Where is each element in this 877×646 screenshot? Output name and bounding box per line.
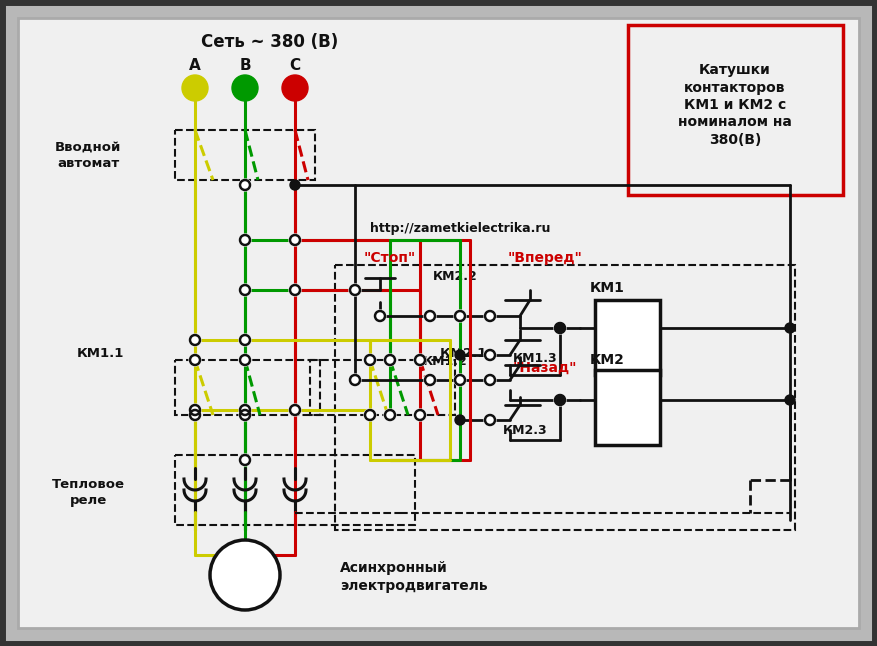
Circle shape — [785, 323, 795, 333]
Circle shape — [290, 180, 300, 190]
Circle shape — [484, 349, 496, 361]
Circle shape — [239, 409, 251, 421]
Text: Тепловое
реле: Тепловое реле — [52, 477, 125, 506]
Circle shape — [554, 394, 566, 406]
FancyBboxPatch shape — [595, 300, 660, 375]
Circle shape — [414, 354, 426, 366]
Circle shape — [239, 234, 251, 246]
Circle shape — [484, 374, 496, 386]
Circle shape — [289, 234, 301, 246]
Text: Сеть ~ 380 (В): Сеть ~ 380 (В) — [202, 33, 339, 51]
Circle shape — [182, 75, 208, 101]
Text: http://zametkielectrika.ru: http://zametkielectrika.ru — [370, 222, 550, 234]
Circle shape — [189, 334, 201, 346]
Circle shape — [239, 334, 251, 346]
FancyBboxPatch shape — [628, 25, 843, 195]
Text: M: M — [236, 568, 254, 586]
Circle shape — [189, 404, 201, 416]
Text: КМ2: КМ2 — [590, 353, 625, 367]
Circle shape — [364, 354, 376, 366]
Circle shape — [289, 284, 301, 296]
Circle shape — [555, 323, 565, 333]
Circle shape — [414, 409, 426, 421]
Text: Катушки
контакторов
КМ1 и КМ2 с
номиналом на
380(В): Катушки контакторов КМ1 и КМ2 с номинало… — [678, 63, 792, 147]
Text: C: C — [289, 57, 301, 72]
Text: КМ1.2: КМ1.2 — [423, 355, 467, 368]
Circle shape — [364, 409, 376, 421]
Text: B: B — [239, 57, 251, 72]
Circle shape — [374, 310, 386, 322]
Circle shape — [484, 414, 496, 426]
Circle shape — [232, 75, 258, 101]
Text: Асинхронный
электродвигатель: Асинхронный электродвигатель — [340, 561, 488, 592]
Text: Вводной
автомат: Вводной автомат — [55, 140, 121, 169]
Text: КМ2.3: КМ2.3 — [503, 424, 547, 437]
Circle shape — [455, 350, 465, 360]
Circle shape — [484, 310, 496, 322]
Circle shape — [239, 454, 251, 466]
Circle shape — [384, 354, 396, 366]
Text: "Стоп": "Стоп" — [364, 251, 416, 265]
Circle shape — [350, 375, 360, 385]
Text: "Вперед": "Вперед" — [508, 251, 582, 265]
FancyBboxPatch shape — [18, 18, 859, 628]
Circle shape — [785, 395, 795, 405]
Circle shape — [424, 310, 436, 322]
Circle shape — [239, 404, 251, 416]
Circle shape — [455, 415, 465, 425]
Circle shape — [555, 395, 565, 405]
Circle shape — [384, 409, 396, 421]
Circle shape — [454, 310, 466, 322]
FancyBboxPatch shape — [595, 370, 660, 445]
Circle shape — [349, 284, 361, 296]
Circle shape — [424, 374, 436, 386]
Text: КМ1.1: КМ1.1 — [76, 347, 124, 360]
Text: "Назад": "Назад" — [513, 361, 577, 375]
Circle shape — [239, 284, 251, 296]
Text: КМ1.3: КМ1.3 — [513, 351, 557, 364]
Text: A: A — [189, 57, 201, 72]
Circle shape — [289, 404, 301, 416]
Circle shape — [239, 179, 251, 191]
Circle shape — [239, 354, 251, 366]
Text: КМ2.2: КМ2.2 — [432, 269, 477, 282]
Text: КМ1: КМ1 — [590, 281, 625, 295]
Circle shape — [282, 75, 308, 101]
Circle shape — [210, 540, 280, 610]
Text: КМ2.1: КМ2.1 — [440, 347, 488, 360]
Circle shape — [454, 374, 466, 386]
Circle shape — [349, 374, 361, 386]
Circle shape — [554, 322, 566, 334]
Circle shape — [189, 354, 201, 366]
Circle shape — [189, 409, 201, 421]
